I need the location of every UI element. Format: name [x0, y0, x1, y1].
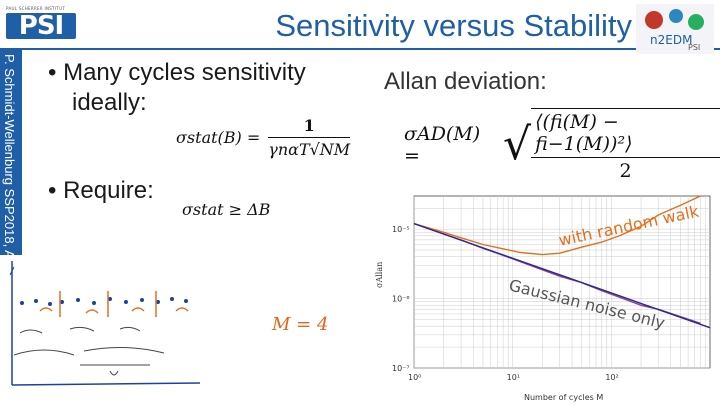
sidebar-author: P. Schmidt-Wellenburg SSP2018, A: [2, 54, 17, 259]
sketch-formula: [13, 326, 165, 376]
slide-title: Sensitivity versus Stability: [275, 8, 632, 43]
stat-numerator: 1: [303, 116, 315, 135]
y-tick-label: 10⁻⁵: [392, 225, 410, 234]
handwritten-sketch: [0, 255, 210, 405]
stat-lhs: σstat(B) =: [176, 128, 261, 147]
x-tick-label: 10¹: [507, 373, 520, 382]
sketch-dots: [20, 297, 188, 306]
experiment-logo-graphic: n2EDM PSI: [636, 4, 714, 54]
allan-chart: 10⁰ 10¹ 10² 10⁻⁵ 10⁻⁶ 10⁻⁷ σAllan Number of c…: [374, 188, 720, 405]
logo-circle-green: [688, 14, 704, 30]
y-tick-label: 10⁻⁶: [392, 295, 410, 304]
require-formula: σstat ≥ ΔB: [182, 200, 271, 219]
ad-denominator: 2: [531, 157, 720, 182]
bullet-sensitivity-line1: • Many cycles sensitivity: [48, 59, 306, 86]
stat-denominator: γnαT√NM: [268, 137, 351, 159]
ticks: 10⁰ 10¹ 10² 10⁻⁵ 10⁻⁶ 10⁻⁷: [392, 225, 619, 382]
plot-frame: [413, 195, 711, 369]
y-tick-label: 10⁻⁷: [392, 364, 410, 373]
sqrt-sign: √: [503, 119, 532, 170]
logo-box: PSI: [6, 13, 76, 39]
logo-text-a: n2EDM: [650, 33, 692, 47]
logo-text-b: PSI: [688, 43, 700, 52]
series-group: [413, 195, 711, 329]
title-rule: [0, 48, 720, 50]
allan-formula: σAD(M) = √ ⟨(fi(M) − fi−1(M))²⟩ 2: [404, 108, 720, 182]
x-tick-label: 10²: [605, 373, 618, 382]
psi-logo: PAUL SCHERRER INSTITUT PSI: [6, 6, 96, 42]
ad-lhs: σAD(M) =: [404, 123, 481, 167]
bullet-sensitivity-line2: ideally:: [72, 89, 147, 116]
sketch-group-marks: [39, 291, 189, 317]
y-axis-label: σAllan: [375, 262, 384, 288]
sidebar: P. Schmidt-Wellenburg SSP2018, A: [0, 50, 22, 260]
bullet-require: • Require:: [48, 177, 154, 204]
experiment-logo: n2EDM PSI: [636, 4, 714, 54]
bullet-sensitivity: • Many cycles sensitivity ideally:: [48, 58, 306, 118]
logo-caption: PAUL SCHERRER INSTITUT: [6, 6, 66, 11]
logo-wordmark: PSI: [18, 11, 64, 41]
x-tick-label: 10⁰: [408, 373, 421, 382]
logo-circle-blue: [669, 9, 683, 23]
series-line-with-random-walk: [413, 195, 701, 256]
allan-label: Allan deviation:: [384, 68, 547, 95]
logo-circle-red: [645, 11, 663, 29]
m-value: M = 4: [272, 314, 329, 335]
ad-numerator: ⟨(fi(M) − fi−1(M))²⟩: [535, 111, 633, 155]
sensitivity-formula: σstat(B) = 1 γnαT√NM: [176, 116, 351, 159]
series-line-ideal: [413, 222, 711, 329]
x-axis-label: Number of cycles M: [524, 393, 603, 402]
sketch-x-axis: [11, 382, 201, 386]
